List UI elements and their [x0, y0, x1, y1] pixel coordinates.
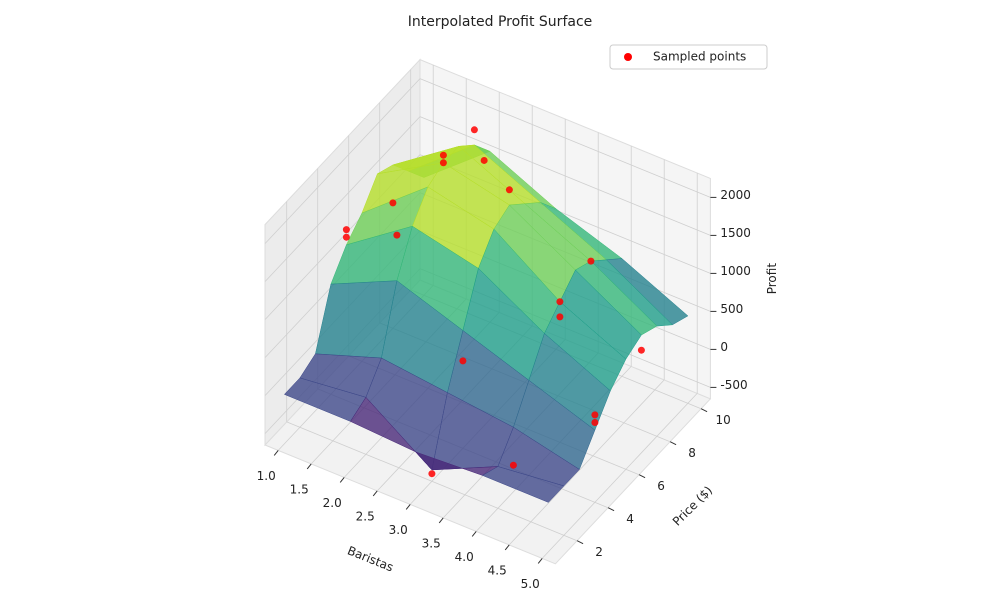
sampled-point: [389, 199, 397, 207]
z-tick-label: 2000: [720, 188, 751, 202]
sampled-point: [480, 156, 488, 164]
x-tick: [405, 504, 411, 510]
x-tick: [273, 450, 279, 456]
x-tick: [504, 544, 510, 551]
y-tick: [607, 507, 615, 512]
z-tick-label: 500: [720, 302, 743, 316]
z-tick-label: -500: [720, 378, 747, 392]
grid-line: [508, 379, 665, 546]
y-tick-label: 8: [688, 446, 696, 460]
chart-title: Interpolated Profit Surface: [408, 14, 593, 30]
sampled-point: [342, 226, 350, 234]
sampled-point: [587, 257, 595, 265]
sampled-point: [459, 357, 467, 365]
y-tick-label: 10: [715, 413, 730, 427]
x-tick: [339, 477, 345, 483]
legend-box: [609, 44, 768, 70]
sampled-point: [637, 346, 645, 354]
sampled-point: [439, 151, 447, 159]
y-tick: [669, 441, 677, 446]
y-tick-label: 2: [595, 545, 603, 559]
grid-line: [541, 393, 698, 559]
x-tick: [537, 558, 543, 564]
x-tick-label: 2.0: [323, 496, 342, 510]
x-tick: [372, 490, 378, 497]
z-tick-label: 0: [720, 340, 728, 354]
x-tick-label: 1.5: [290, 482, 309, 496]
x-tick-label: 2.5: [356, 509, 375, 523]
grid-line: [419, 116, 711, 236]
x-tick-label: 4.5: [488, 563, 507, 577]
sampled-point: [505, 186, 513, 194]
sampled-point: [342, 233, 350, 241]
surface-patch: [481, 466, 565, 503]
sampled-point: [439, 159, 447, 167]
y-tick: [638, 474, 646, 479]
z-axis-label: Profit: [765, 263, 779, 295]
grid-line: [419, 78, 711, 198]
y-tick-label: 6: [657, 479, 665, 493]
grid-line: [286, 421, 578, 542]
x-tick: [438, 517, 444, 524]
x-tick-label: 4.0: [455, 550, 474, 564]
legend-marker: [624, 53, 632, 61]
grid-line: [264, 116, 421, 282]
sampled-point: [556, 298, 564, 306]
y-tick: [700, 408, 708, 413]
x-tick-label: 1.0: [257, 469, 276, 483]
x-tick: [471, 531, 477, 537]
x-tick: [306, 463, 312, 470]
sampled-point: [509, 461, 517, 469]
sampled-point: [428, 470, 436, 478]
sampled-point: [393, 231, 401, 239]
y-tick-label: 4: [626, 512, 634, 526]
y-axis-label: Price ($): [670, 483, 715, 528]
y-tick: [576, 540, 584, 545]
z-tick-label: 1500: [720, 226, 751, 240]
sampled-point: [556, 313, 564, 321]
grid-line: [264, 78, 421, 244]
z-tick-label: 1000: [720, 264, 751, 278]
x-tick-label: 3.5: [422, 536, 441, 550]
sampled-point: [591, 411, 599, 419]
legend: Sampled points: [609, 44, 768, 70]
x-tick-label: 3.0: [389, 523, 408, 537]
x-tick-label: 5.0: [521, 577, 540, 591]
sampled-point: [591, 419, 599, 426]
sampled-point: [470, 126, 478, 134]
x-axis-label: Baristas: [345, 543, 395, 574]
legend-label: Sampled points: [653, 50, 746, 64]
